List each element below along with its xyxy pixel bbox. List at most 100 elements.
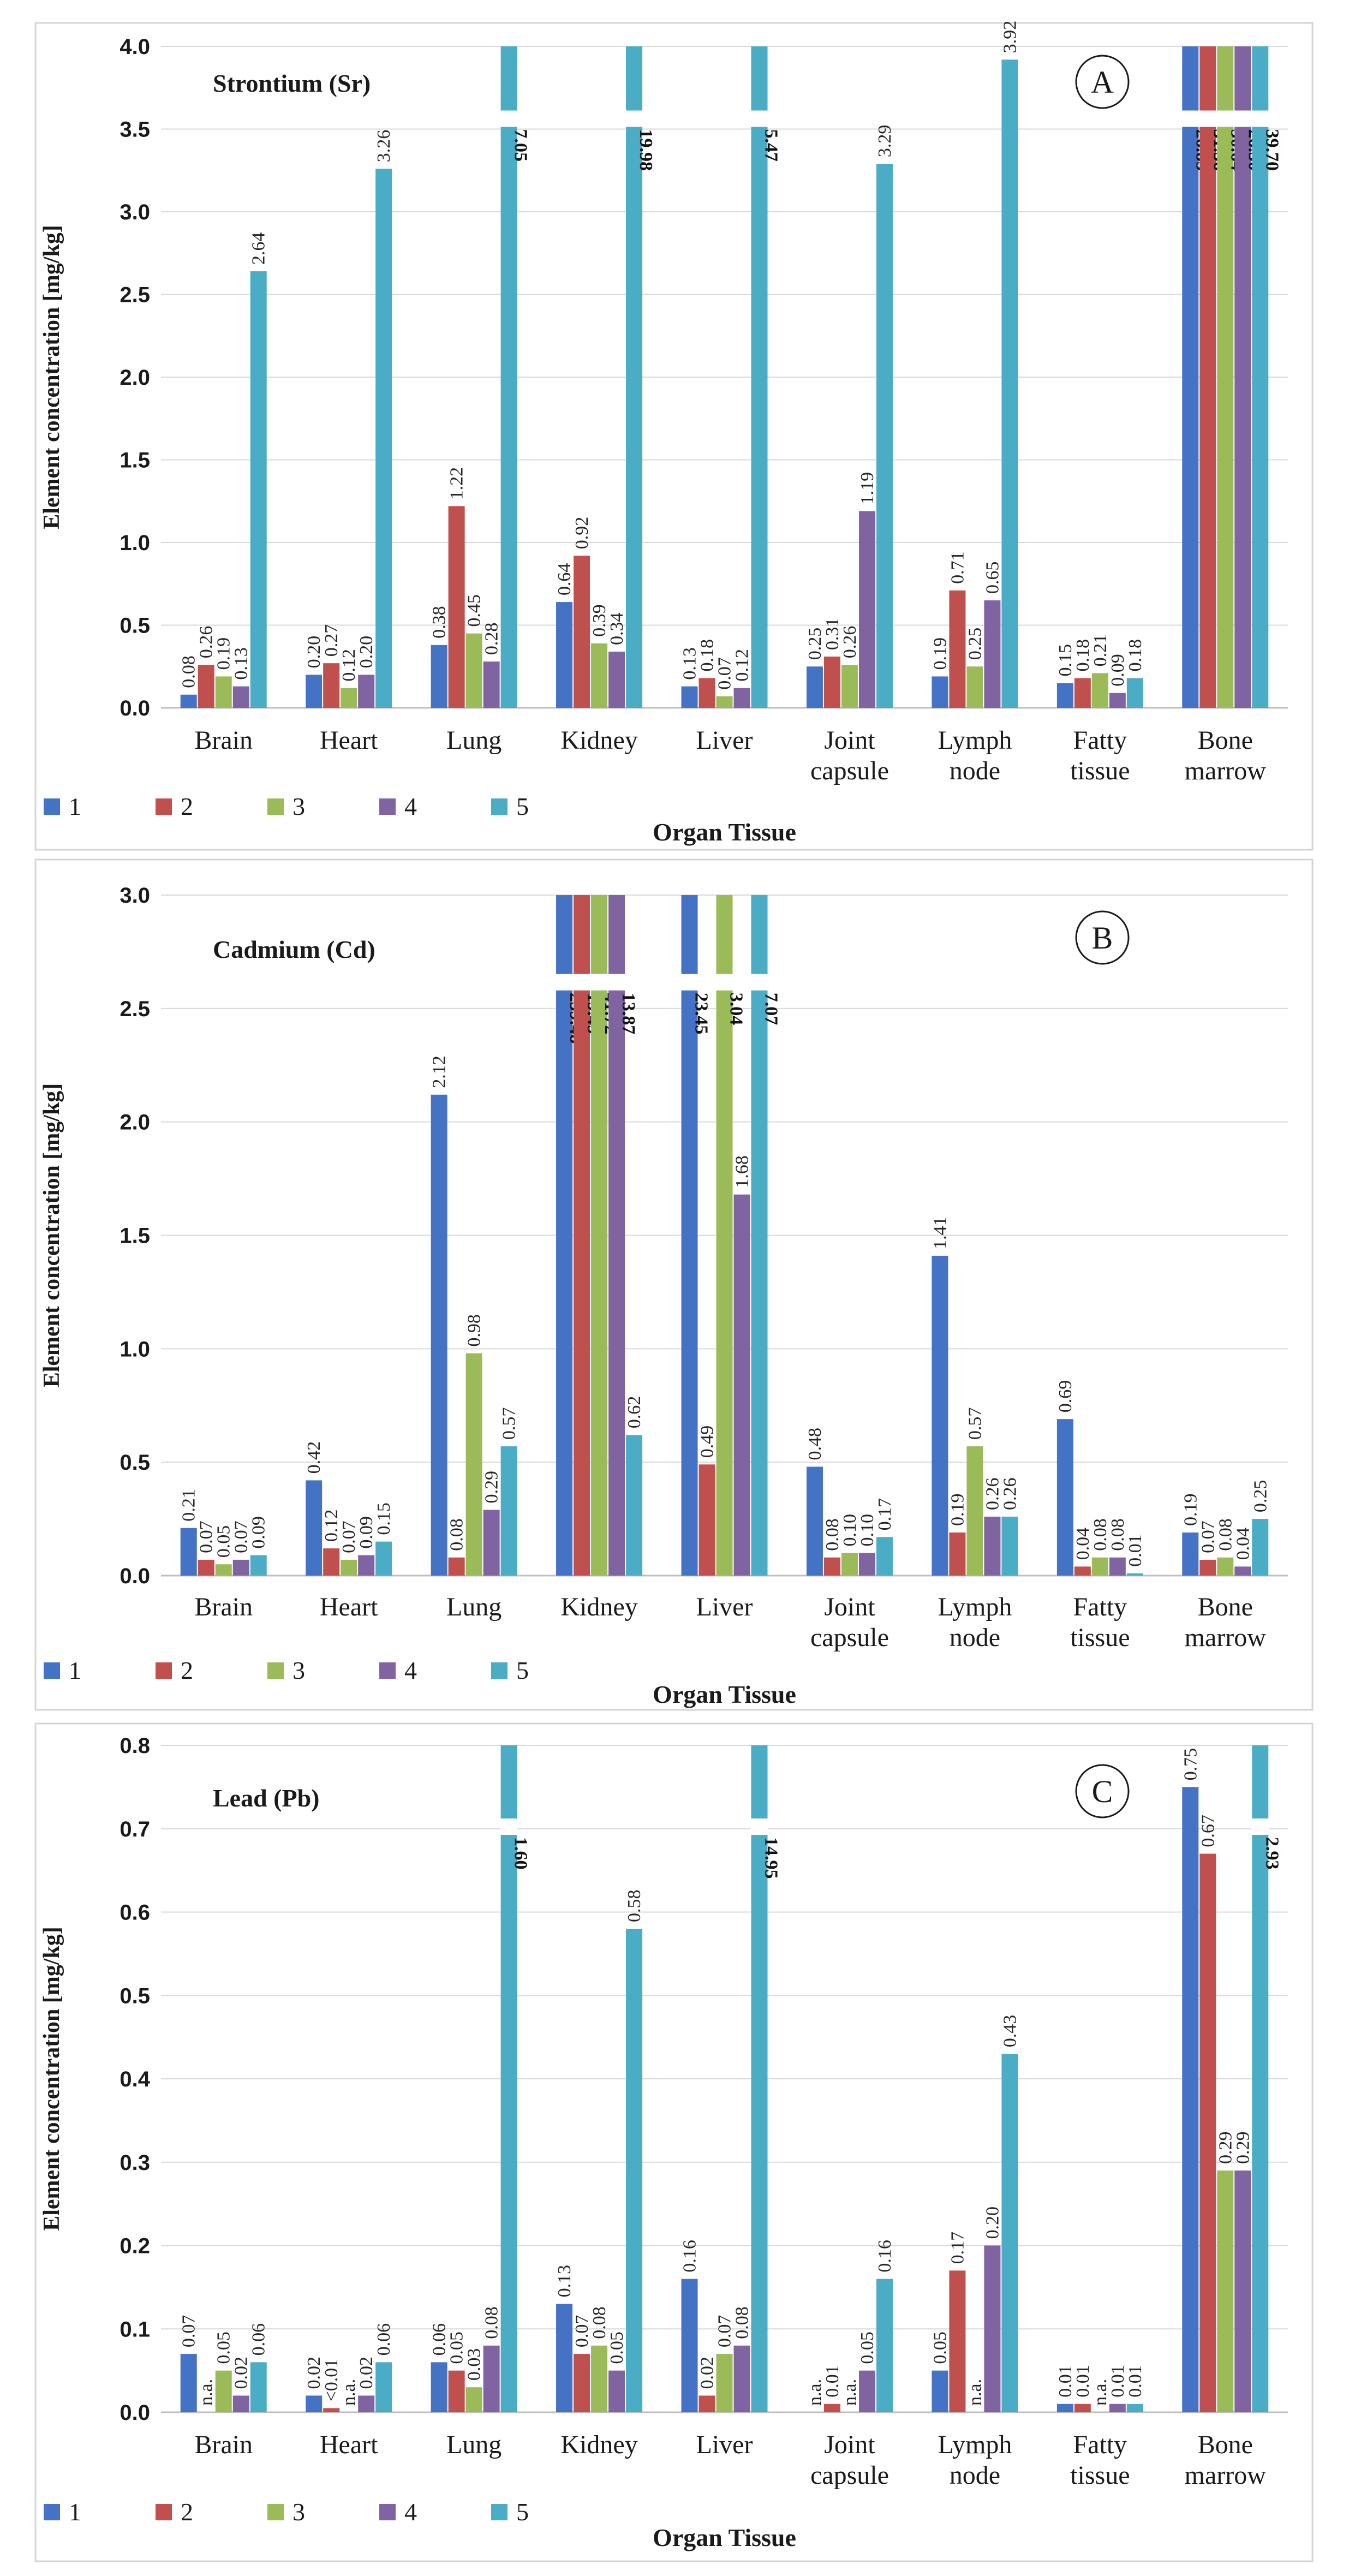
data-label: 0.49 <box>697 1426 718 1458</box>
bar-B-series3-1 <box>341 1559 357 1576</box>
chart-panel-C: 0.0 0.1 0.2 0.3 0.4 0.5 0.6 0.7 0.8 Element conce… <box>34 1722 1314 2562</box>
y-tick-label: 1.5 <box>120 1224 150 1248</box>
bar-C-series1-1 <box>306 2395 323 2412</box>
axis-break-gap <box>715 974 733 991</box>
data-label: n.a. <box>339 2379 359 2406</box>
legend-label-5: 5 <box>516 2498 529 2526</box>
y-tick-label: 0.0 <box>120 1564 150 1588</box>
y-tick-label: 0.2 <box>120 2234 150 2258</box>
data-label: 0.08 <box>179 655 199 688</box>
bar-A-series5-6 <box>1001 59 1018 708</box>
bar-A-series2-0 <box>198 665 214 708</box>
legend-swatch-2 <box>156 2504 172 2520</box>
data-label: 0.01 <box>1125 1534 1145 1567</box>
axis-break-gap <box>681 974 699 991</box>
legend-swatch-2 <box>156 798 172 815</box>
bar-C-series5-5 <box>876 2279 893 2412</box>
bar-B-series3-6 <box>966 1446 983 1576</box>
data-label: 0.28 <box>482 623 502 655</box>
y-tick-label: 2.5 <box>120 283 150 307</box>
y-tick-label: 0.1 <box>120 2317 150 2341</box>
data-label: 0.03 <box>464 2348 485 2381</box>
category-label: Liver <box>696 2430 753 2459</box>
y-tick-label: 0.0 <box>120 696 150 720</box>
data-label: 0.09 <box>356 1516 377 1549</box>
data-label: 0.62 <box>624 1396 644 1429</box>
bar-C-series5-7 <box>1126 2404 1143 2412</box>
data-label: 0.19 <box>947 1494 968 1526</box>
data-label: 0.10 <box>840 1514 860 1547</box>
category-label: Brain <box>194 726 253 755</box>
bar-B-series3-2 <box>465 1353 482 1576</box>
data-label: 1.60 <box>511 1837 531 1870</box>
bar-C-series5-3 <box>626 1929 643 2412</box>
legend-label-2: 2 <box>181 2498 193 2526</box>
bar-B-series4-1 <box>358 1555 375 1576</box>
category-label: node <box>950 756 1000 785</box>
data-label: 0.45 <box>464 594 485 627</box>
bar-C-series3-0 <box>215 2370 232 2412</box>
y-axis-label: Element concentration [mg/kg] <box>39 1083 64 1388</box>
axis-break-gap <box>1251 1818 1269 1835</box>
data-label: 0.12 <box>339 649 359 682</box>
bar-B-series5-1 <box>375 1541 392 1576</box>
data-label: n.a. <box>805 2379 825 2406</box>
bar-A-series1-0 <box>180 694 197 708</box>
bar-C-series4-8 <box>1234 2170 1251 2412</box>
bar-B-series4-2 <box>483 1510 500 1576</box>
bar-B-series5-4 <box>751 895 768 1576</box>
bar-A-series5-4 <box>751 46 768 708</box>
y-tick-label: 1.0 <box>120 1337 150 1361</box>
data-label: 14.95 <box>761 1837 781 1879</box>
bar-C-series1-0 <box>180 2354 197 2412</box>
data-label: 0.43 <box>1000 2015 1020 2048</box>
data-label: 0.06 <box>249 2323 269 2356</box>
category-label: Fatty <box>1073 726 1127 755</box>
legend-label-2: 2 <box>181 1656 193 1684</box>
data-label: 0.05 <box>857 2331 878 2364</box>
axis-break-gap <box>750 110 768 127</box>
legend-label-3: 3 <box>293 2498 305 2526</box>
axis-break-gap <box>750 1818 768 1835</box>
bar-A-series4-3 <box>608 651 625 708</box>
axis-break-gap <box>500 1818 518 1835</box>
bar-A-series1-5 <box>806 666 823 708</box>
bar-A-series4-5 <box>858 511 875 708</box>
y-axis-label: Element concentration [mg/kg] <box>39 1927 64 2231</box>
bar-C-series5-2 <box>500 1745 517 2412</box>
data-label: 0.02 <box>697 2357 718 2389</box>
y-tick-label: 2.5 <box>120 997 150 1021</box>
data-label: 0.01 <box>1108 2365 1128 2398</box>
category-label: Lung <box>446 726 502 755</box>
legend-swatch-4 <box>379 798 396 815</box>
y-tick-label: 0.6 <box>120 1901 150 1925</box>
data-label: 0.25 <box>1250 1480 1270 1513</box>
y-tick-label: 0.0 <box>120 2401 150 2425</box>
data-label: 0.15 <box>374 1502 394 1535</box>
data-label: 0.13 <box>554 2265 575 2298</box>
data-label: 0.07 <box>715 2315 735 2348</box>
bar-B-series3-8 <box>1217 1557 1234 1576</box>
axis-break-gap <box>1199 110 1217 127</box>
legend-label-4: 4 <box>404 792 417 820</box>
data-label: 0.18 <box>1125 639 1145 672</box>
category-label: Fatty <box>1073 1593 1127 1621</box>
bar-C-series5-6 <box>1001 2054 1018 2412</box>
bar-B-series3-4 <box>716 895 733 1576</box>
bar-A-series3-8 <box>1217 46 1234 708</box>
y-tick-label: 0.3 <box>120 2151 150 2175</box>
bar-B-series4-5 <box>858 1553 875 1576</box>
data-label: 0.57 <box>965 1408 985 1440</box>
bar-A-series2-8 <box>1199 46 1216 708</box>
data-label: 0.20 <box>982 2207 1002 2239</box>
legend-label-3: 3 <box>293 792 305 820</box>
category-label: Heart <box>320 2430 378 2459</box>
bar-B-series3-3 <box>591 895 608 1576</box>
legend-swatch-5 <box>491 1662 508 1679</box>
legend-swatch-1 <box>44 798 60 815</box>
data-label: 3.29 <box>875 125 895 158</box>
bar-B-series2-0 <box>198 1559 214 1576</box>
data-label: 0.07 <box>179 2315 199 2348</box>
bar-B-series3-7 <box>1091 1557 1108 1576</box>
